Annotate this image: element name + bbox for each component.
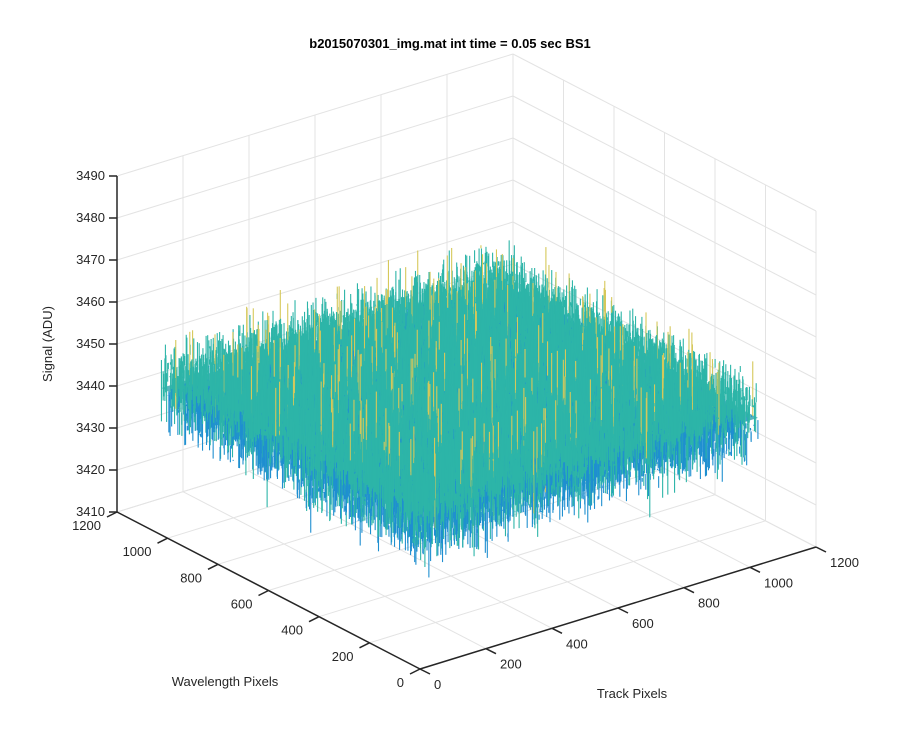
grid-line [369,520,766,644]
grid-line [318,494,716,618]
grid-line [116,179,514,303]
grid-line [512,53,817,212]
grid-line [512,137,817,296]
grid-line [116,95,514,219]
grid-line [116,137,514,261]
grid-line [512,221,817,380]
chart-title: b2015070301_img.mat int time = 0.05 sec … [0,36,900,51]
surface-mesh [160,240,759,578]
grid-line [116,221,514,345]
grid-line [116,53,514,177]
grid-line [512,95,817,254]
grid-line [512,179,817,338]
